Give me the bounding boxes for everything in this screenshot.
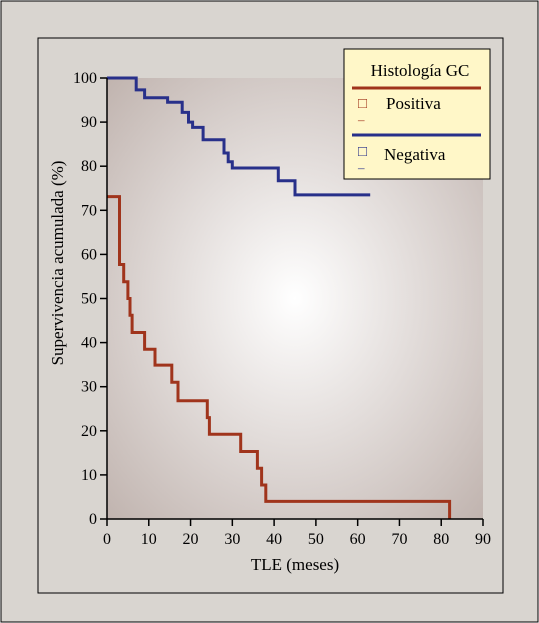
y-tick-label: 90 — [81, 114, 97, 131]
y-tick-group: 0 10 20 30 40 50 60 70 80 90 100 — [73, 70, 107, 528]
x-tick-label: 90 — [475, 531, 491, 548]
x-tick-label: 70 — [391, 531, 407, 548]
x-tick-label: 10 — [141, 531, 157, 548]
x-tick-label: 30 — [224, 531, 240, 548]
y-tick-label: 100 — [73, 70, 97, 87]
x-tick-label: 20 — [183, 531, 199, 548]
series-line-positiva — [107, 195, 452, 519]
y-axis-label: Supervivencia acumulada (%) — [48, 161, 67, 366]
x-tick-label: 50 — [308, 531, 324, 548]
y-tick-label: 80 — [81, 158, 97, 175]
y-tick-label: 70 — [81, 202, 97, 219]
x-tick-label: 80 — [433, 531, 449, 548]
legend-dash-positiva: – — [357, 112, 365, 127]
x-tick-label: 60 — [350, 531, 366, 548]
y-tick-label: 60 — [81, 246, 97, 263]
x-tick-group: 0 10 20 30 40 50 60 70 80 90 — [103, 519, 491, 548]
legend-title: Histología GC — [371, 61, 470, 80]
legend: Histología GC □ Positiva – □ Negativa – — [343, 48, 491, 180]
legend-label-positiva: Positiva — [386, 94, 441, 113]
legend-censor-mark-positiva: □ — [358, 96, 367, 112]
series-line-negativa — [107, 76, 371, 197]
y-tick-label: 20 — [81, 423, 97, 440]
legend-box — [343, 48, 491, 180]
x-tick-label: 40 — [266, 531, 282, 548]
y-tick-label: 10 — [81, 467, 97, 484]
x-tick-label: 0 — [103, 531, 111, 548]
legend-label-negativa: Negativa — [384, 145, 446, 164]
y-tick-label: 40 — [81, 335, 97, 352]
series-layer — [107, 76, 452, 519]
y-tick-label: 0 — [89, 511, 97, 528]
x-axis-label: TLE (meses) — [251, 555, 339, 574]
y-tick-label: 30 — [81, 379, 97, 396]
y-tick-label: 50 — [81, 291, 97, 308]
legend-dash-negativa: – — [357, 160, 365, 175]
legend-censor-mark-negativa: □ — [358, 144, 367, 160]
